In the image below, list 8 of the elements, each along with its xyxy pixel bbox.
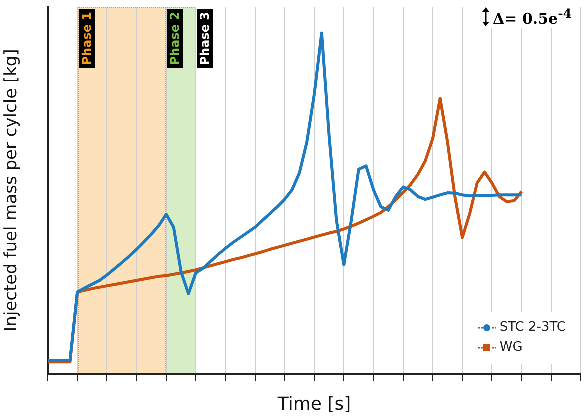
x-axis-title: Time [s] <box>276 394 352 415</box>
y-axis-title: Injected fuel mass per cylcle [kg] <box>2 49 22 332</box>
annotation: Phase 3 <box>197 9 214 68</box>
legend-label: WG <box>500 339 523 357</box>
annotation: Phase 2 <box>167 9 184 68</box>
text: Δ= 0.5e$^{-4}$ <box>493 6 572 28</box>
annotation: Phase 1 <box>78 9 95 68</box>
legend-label: STC 2-3TC <box>500 319 566 337</box>
